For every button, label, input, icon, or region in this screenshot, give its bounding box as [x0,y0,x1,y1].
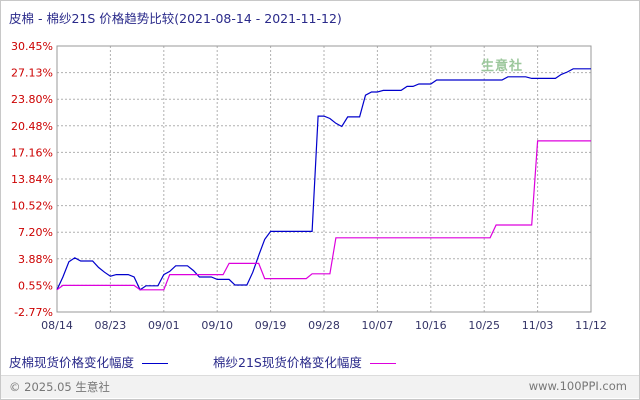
x-tick-label: 09/28 [308,319,340,332]
x-tick-label: 11/03 [522,319,554,332]
footer-bar: © 2025.05 生意社 www.100PPI.com [1,375,639,398]
footer-site-link[interactable]: www.100PPI.com [528,379,627,393]
legend-item-series-1: 皮棉现货价格变化幅度 [9,352,169,371]
x-tick-label: 08/23 [95,319,127,332]
footer-copyright: © 2025.05 生意社 [9,380,110,394]
series-lines [56,68,591,291]
legend-swatch-series-1 [142,363,169,364]
legend-label-series-1: 皮棉现货价格变化幅度 [9,355,135,370]
x-axis-labels: 08/14 08/23 09/01 09/10 09/19 09/28 10/07 10/16… [41,319,607,332]
x-tick-label: 10/16 [415,319,447,332]
y-tick-label: 0.55% [18,279,53,292]
grid-lines [56,45,592,313]
x-tick-label: 09/19 [255,319,287,332]
legend-swatch-series-2 [369,363,396,364]
x-tick-label: 10/25 [468,319,500,332]
chart-title: 皮棉 - 棉纱21S 价格趋势比较(2021-08-14 - 2021-11-1… [9,11,342,26]
y-tick-label: 27.13% [11,67,53,80]
x-tick-label: 08/14 [41,319,73,332]
x-tick-label: 11/12 [575,319,607,332]
plot-border [56,45,592,313]
legend-item-series-2: 棉纱21S现货价格变化幅度 [213,352,396,371]
x-tick-label: 09/10 [201,319,233,332]
series-line-1 [56,68,591,291]
y-tick-label: 10.52% [11,200,53,213]
y-tick-label: 30.45% [11,40,53,53]
watermark-logo: 生意社 [481,59,524,74]
x-tick-label: 10/07 [362,319,394,332]
y-tick-label: 23.80% [11,93,53,106]
legend-label-series-2: 棉纱21S现货价格变化幅度 [213,355,362,370]
y-tick-label: 20.48% [11,120,53,133]
y-tick-label: 7.20% [18,226,53,239]
y-tick-label: 17.16% [11,146,53,159]
y-axis-labels: 30.45% 27.13% 23.80% 20.48% 17.16% 13.84% 10.5… [11,40,53,319]
y-tick-label: 13.84% [11,173,53,186]
y-tick-label: -2.77% [14,306,53,319]
y-tick-label: 3.88% [18,253,53,266]
x-tick-label: 09/01 [148,319,180,332]
series-line-2 [56,140,591,291]
